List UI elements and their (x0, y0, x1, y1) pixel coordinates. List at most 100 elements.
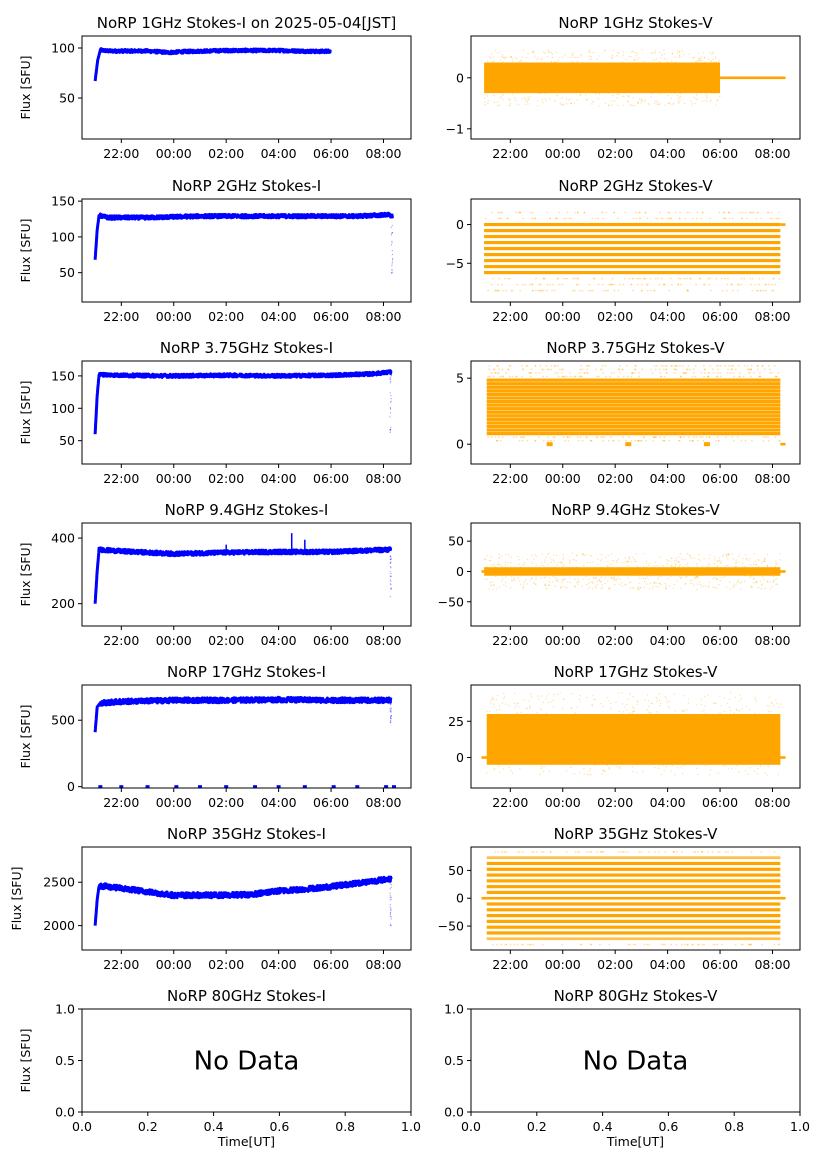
scatter-point (627, 560, 630, 563)
scatter-point (696, 565, 698, 567)
faint-level-point (682, 372, 685, 374)
scatter-point (640, 99, 643, 101)
scatter-point (664, 582, 667, 585)
scatter-point (650, 702, 653, 704)
scatter-point (709, 51, 711, 54)
scatter-point (664, 695, 666, 698)
scatter-point (556, 94, 558, 97)
scatter-point (561, 581, 563, 584)
drop-point (389, 555, 392, 557)
faint-level-point (749, 375, 752, 378)
scatter-point (574, 586, 577, 588)
drop-point (390, 401, 392, 403)
faint-level-point (696, 211, 699, 214)
faint-level-point (585, 436, 588, 439)
scatter-point (627, 95, 630, 98)
scatter-point (534, 55, 536, 57)
faint-level-point (521, 283, 524, 286)
scatter-point (695, 575, 698, 578)
scatter-point (739, 582, 742, 585)
x-tick-label: 04:00 (650, 146, 686, 161)
scatter-point (698, 558, 700, 560)
scatter-point (750, 585, 752, 587)
scatter-point (548, 580, 551, 583)
scatter-point (513, 578, 516, 580)
x-tick-label: 06:00 (313, 633, 349, 648)
x-tick-label: 06:00 (313, 146, 349, 161)
faint-level-point (769, 217, 772, 220)
scatter-point (691, 104, 694, 107)
faint-level-point (530, 368, 533, 371)
scatter-point (565, 586, 567, 589)
faint-level-point (721, 289, 724, 292)
scatter-point (547, 49, 549, 51)
x-tick-label: 06:00 (702, 471, 738, 486)
faint-level-point (594, 368, 597, 371)
faint-level-point (691, 943, 693, 946)
scatter-point (682, 565, 685, 568)
scatter-point (767, 710, 770, 712)
faint-level-point (725, 436, 728, 439)
scatter-point (660, 575, 662, 578)
scatter-point (735, 566, 737, 568)
faint-level-point (704, 372, 706, 374)
y-tick-label: 200 (51, 596, 75, 611)
scatter-point (544, 583, 546, 585)
drop-point (390, 718, 392, 720)
scatter-point (647, 102, 650, 105)
scatter-point (490, 585, 493, 587)
faint-level-point (731, 217, 734, 220)
faint-level-point (668, 439, 671, 442)
faint-level-point (708, 372, 711, 374)
scatter-point (587, 588, 589, 590)
scatter-point (489, 581, 491, 584)
scatter-point (575, 554, 578, 557)
scatter-point (685, 582, 687, 585)
subplot-title: NoRP 3.75GHz Stokes-I (160, 339, 333, 357)
faint-level-point (577, 439, 580, 442)
scatter-point (544, 98, 547, 100)
scatter-point (732, 586, 734, 588)
scatter-point (749, 577, 751, 579)
faint-level-point (572, 277, 574, 280)
drop-point (389, 707, 391, 710)
scatter-point (606, 565, 609, 567)
faint-level-point (734, 368, 737, 371)
level-band (486, 410, 781, 414)
faint-level-point (702, 439, 705, 442)
scatter-point (488, 588, 490, 590)
faint-level-point (550, 439, 552, 442)
x-tick-label: 00:00 (156, 146, 192, 161)
zero-line (720, 76, 786, 80)
faint-level-point (638, 211, 641, 214)
scatter-point (628, 558, 630, 560)
drop-point (389, 903, 391, 906)
scatter-point (639, 586, 642, 589)
faint-level-point (653, 289, 656, 292)
faint-level-point (724, 364, 727, 367)
faint-level-point (694, 850, 697, 853)
faint-level-point (564, 375, 567, 378)
faint-level-point (602, 372, 605, 374)
level-band (486, 867, 781, 871)
scatter-point (557, 561, 560, 564)
scatter-point (735, 584, 737, 587)
scatter-point (501, 93, 503, 96)
scatter-point (667, 102, 669, 105)
scatter-point (766, 704, 769, 707)
scatter-point (585, 575, 587, 578)
scatter-point (536, 105, 539, 107)
faint-level-point (541, 943, 544, 946)
faint-level-point (580, 943, 583, 946)
scatter-point (491, 564, 494, 566)
faint-level-point (580, 364, 583, 367)
level-band (484, 253, 781, 257)
drop-point (389, 899, 391, 901)
faint-level-point (527, 943, 529, 946)
scatter-point (775, 562, 777, 565)
drop-point (390, 709, 392, 711)
scatter-point (504, 553, 507, 556)
scatter-point (766, 565, 769, 567)
scatter-point (656, 564, 659, 567)
y-tick-label: 0 (456, 437, 464, 452)
